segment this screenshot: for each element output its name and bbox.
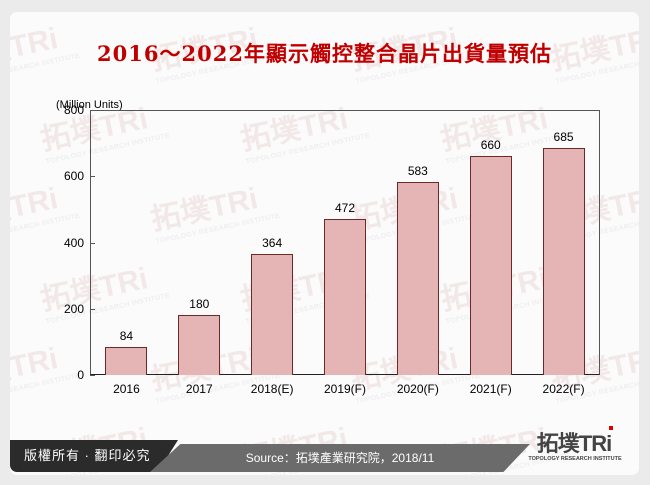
y-tick-mark xyxy=(90,308,95,310)
y-tick-label: 400 xyxy=(63,235,84,250)
x-tick-label: 2020(F) xyxy=(396,382,439,396)
bar-2019(F) xyxy=(324,218,366,375)
x-tick-label: 2017 xyxy=(185,382,213,396)
y-axis-unit-label: (Million Units) xyxy=(56,99,123,111)
x-tick-label: 2022(F) xyxy=(542,382,585,396)
x-tick-label: 2021(F) xyxy=(469,382,512,396)
logo-mark: 拓墣TRi xyxy=(520,426,630,458)
logo-subtext: TOPOLOGY RESEARCH INSTITUTE xyxy=(528,456,622,462)
bar-value-label: 685 xyxy=(553,130,574,145)
footer-bar: 版權所有 · 翻印必究 Source：拓墣產業研究院，2018/11 xyxy=(10,440,639,472)
bar-value-label: 364 xyxy=(262,236,283,251)
copyright-notice: 版權所有 · 翻印必究 xyxy=(10,440,178,472)
bar-2016 xyxy=(105,347,148,375)
bar-value-label: 180 xyxy=(189,297,210,312)
y-tick-label: 800 xyxy=(63,103,84,117)
x-tick-label: 2016 xyxy=(113,382,140,396)
y-tick-label: 0 xyxy=(77,368,84,382)
bar-value-label: 660 xyxy=(480,138,501,153)
bar-value-label: 84 xyxy=(119,329,134,344)
logo-red-dot-icon xyxy=(609,426,614,430)
y-tick-mark xyxy=(90,176,95,178)
y-tick-mark xyxy=(90,375,95,376)
tri-logo: 拓墣TRi TOPOLOGY RESEARCH INSTITUTE xyxy=(520,426,630,462)
x-tick-label: 2018(E) xyxy=(250,382,294,396)
bar-value-label: 583 xyxy=(407,163,428,178)
bar-2018(E) xyxy=(251,254,294,375)
bar-2017 xyxy=(178,315,221,375)
bar-2021(F) xyxy=(469,156,512,375)
bar-2020(F) xyxy=(396,181,439,375)
y-tick-mark xyxy=(90,242,95,244)
chart-title: 2016～2022年顯示觸控整合晶片出貨量預估 xyxy=(97,41,552,66)
bar-2022(F) xyxy=(542,148,585,375)
source-note: Source：拓墣產業研究院，2018/11 xyxy=(150,444,530,472)
bar-value-label: 472 xyxy=(334,200,356,215)
y-tick-label: 200 xyxy=(63,301,84,316)
x-tick-label: 2019(F) xyxy=(323,382,367,396)
y-tick-label: 600 xyxy=(63,169,84,184)
y-tick-mark xyxy=(90,110,95,111)
